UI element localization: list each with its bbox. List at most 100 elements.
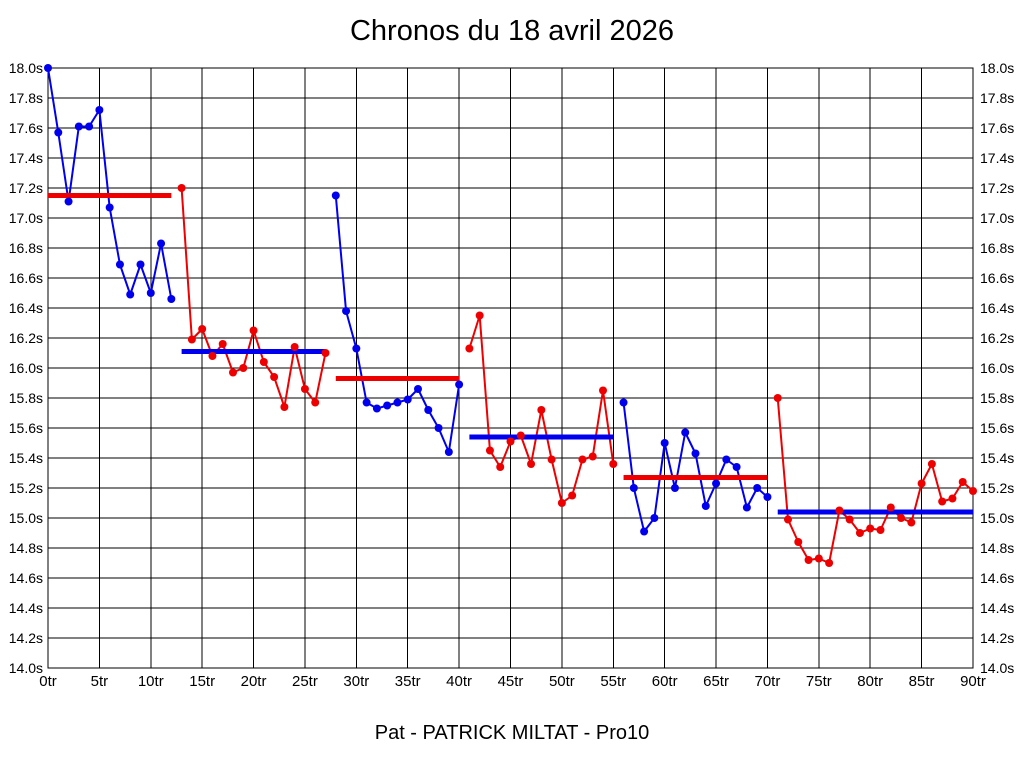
y-tick-label: 14.2s	[980, 630, 1014, 646]
data-point	[362, 398, 371, 407]
data-point	[557, 499, 566, 507]
y-tick-label: 18.0s	[9, 60, 43, 76]
data-point	[876, 526, 885, 534]
y-axis-labels-left: 18.0s 17.8s 17.6s 17.4s 17.2s 17.0s 16.8s 16.6s…	[9, 60, 43, 676]
x-tick-label: 0tr	[39, 673, 57, 690]
series-line-1	[47, 67, 173, 300]
y-tick-label: 16.2s	[9, 330, 43, 346]
data-point	[383, 401, 392, 410]
data-point	[455, 380, 464, 389]
data-point	[485, 446, 494, 455]
y-tick-label: 16.0s	[980, 360, 1014, 376]
data-point	[753, 484, 762, 492]
x-tick-label: 50tr	[549, 673, 575, 690]
y-tick-label: 14.4s	[980, 600, 1014, 616]
data-point	[506, 437, 515, 446]
data-point	[958, 478, 967, 486]
x-tick-label: 20tr	[241, 673, 267, 690]
data-point	[290, 343, 299, 351]
x-tick-label: 55tr	[600, 673, 626, 690]
data-point	[74, 122, 83, 131]
y-axis-labels-right: 18.0s 17.8s 17.6s 17.4s 17.2s 17.0s 16.8s 16.6s…	[980, 60, 1014, 676]
y-tick-label: 18.0s	[980, 60, 1014, 76]
y-tick-label: 14.8s	[980, 540, 1014, 556]
data-point	[722, 455, 731, 464]
data-point	[393, 398, 402, 407]
y-tick-label: 17.4s	[9, 150, 43, 166]
series-line-5	[622, 402, 769, 533]
x-tick-label: 80tr	[857, 673, 883, 690]
y-tick-label: 17.8s	[980, 90, 1014, 106]
series-markers-5	[619, 398, 772, 536]
y-tick-label: 15.0s	[980, 510, 1014, 526]
data-point	[527, 460, 536, 468]
data-point	[414, 385, 422, 393]
data-point	[578, 455, 587, 464]
data-point	[403, 395, 412, 404]
y-tick-label: 14.8s	[9, 540, 43, 556]
data-point	[311, 398, 320, 407]
series-markers-2	[177, 184, 330, 411]
data-point	[588, 452, 597, 461]
data-point	[198, 325, 207, 333]
y-tick-label: 16.6s	[980, 270, 1014, 286]
data-point	[599, 386, 607, 395]
data-point	[136, 260, 145, 269]
y-tick-label: 14.4s	[9, 600, 43, 616]
data-point	[342, 307, 351, 315]
y-tick-label: 16.2s	[980, 330, 1014, 346]
data-point	[660, 439, 669, 447]
y-tick-label: 17.0s	[980, 210, 1014, 226]
y-tick-label: 14.2s	[9, 630, 43, 646]
series-markers-6	[773, 394, 977, 567]
data-point	[670, 484, 679, 492]
x-axis-labels: 0tr 5tr 10tr 15tr 20tr 25tr 30tr 35tr 40tr 45tr 50…	[39, 673, 986, 690]
data-point	[157, 239, 166, 248]
x-tick-label: 60tr	[652, 673, 678, 690]
y-tick-label: 17.0s	[9, 210, 43, 226]
y-tick-label: 14.6s	[980, 570, 1014, 586]
data-point	[948, 494, 957, 503]
data-point	[845, 515, 854, 524]
data-point	[424, 406, 433, 414]
data-point	[496, 463, 505, 471]
y-tick-label: 15.2s	[980, 480, 1014, 496]
data-point	[907, 518, 916, 527]
series-markers-4	[465, 311, 618, 507]
average-lines	[48, 193, 973, 515]
data-point	[64, 197, 73, 206]
series-markers-3	[331, 191, 464, 456]
y-tick-label: 16.6s	[9, 270, 43, 286]
y-tick-label: 15.4s	[9, 450, 43, 466]
data-point	[126, 290, 135, 299]
y-tick-label: 14.6s	[9, 570, 43, 586]
data-point	[886, 503, 895, 512]
data-point	[300, 385, 309, 393]
data-point	[115, 260, 124, 269]
data-point	[712, 479, 721, 488]
data-point	[619, 398, 628, 407]
x-tick-label: 75tr	[806, 673, 832, 690]
y-tick-label: 16.4s	[9, 300, 43, 316]
data-point	[855, 529, 864, 537]
data-point	[465, 344, 474, 353]
y-tick-label: 17.6s	[980, 120, 1014, 136]
data-point	[85, 122, 94, 131]
x-tick-label: 25tr	[292, 673, 318, 690]
data-point	[475, 311, 484, 320]
x-tick-label: 30tr	[343, 673, 369, 690]
x-tick-label: 90tr	[960, 673, 986, 690]
data-point	[681, 428, 690, 437]
data-point	[691, 449, 700, 458]
data-point	[177, 184, 186, 192]
data-point	[609, 460, 618, 468]
x-tick-label: 35tr	[395, 673, 421, 690]
x-tick-label: 10tr	[138, 673, 164, 690]
data-point	[259, 358, 268, 366]
y-tick-label: 15.2s	[9, 480, 43, 496]
data-point	[732, 463, 741, 471]
plot-border	[47, 67, 974, 669]
data-point	[927, 460, 936, 468]
data-point	[794, 538, 803, 546]
data-point	[804, 556, 813, 564]
